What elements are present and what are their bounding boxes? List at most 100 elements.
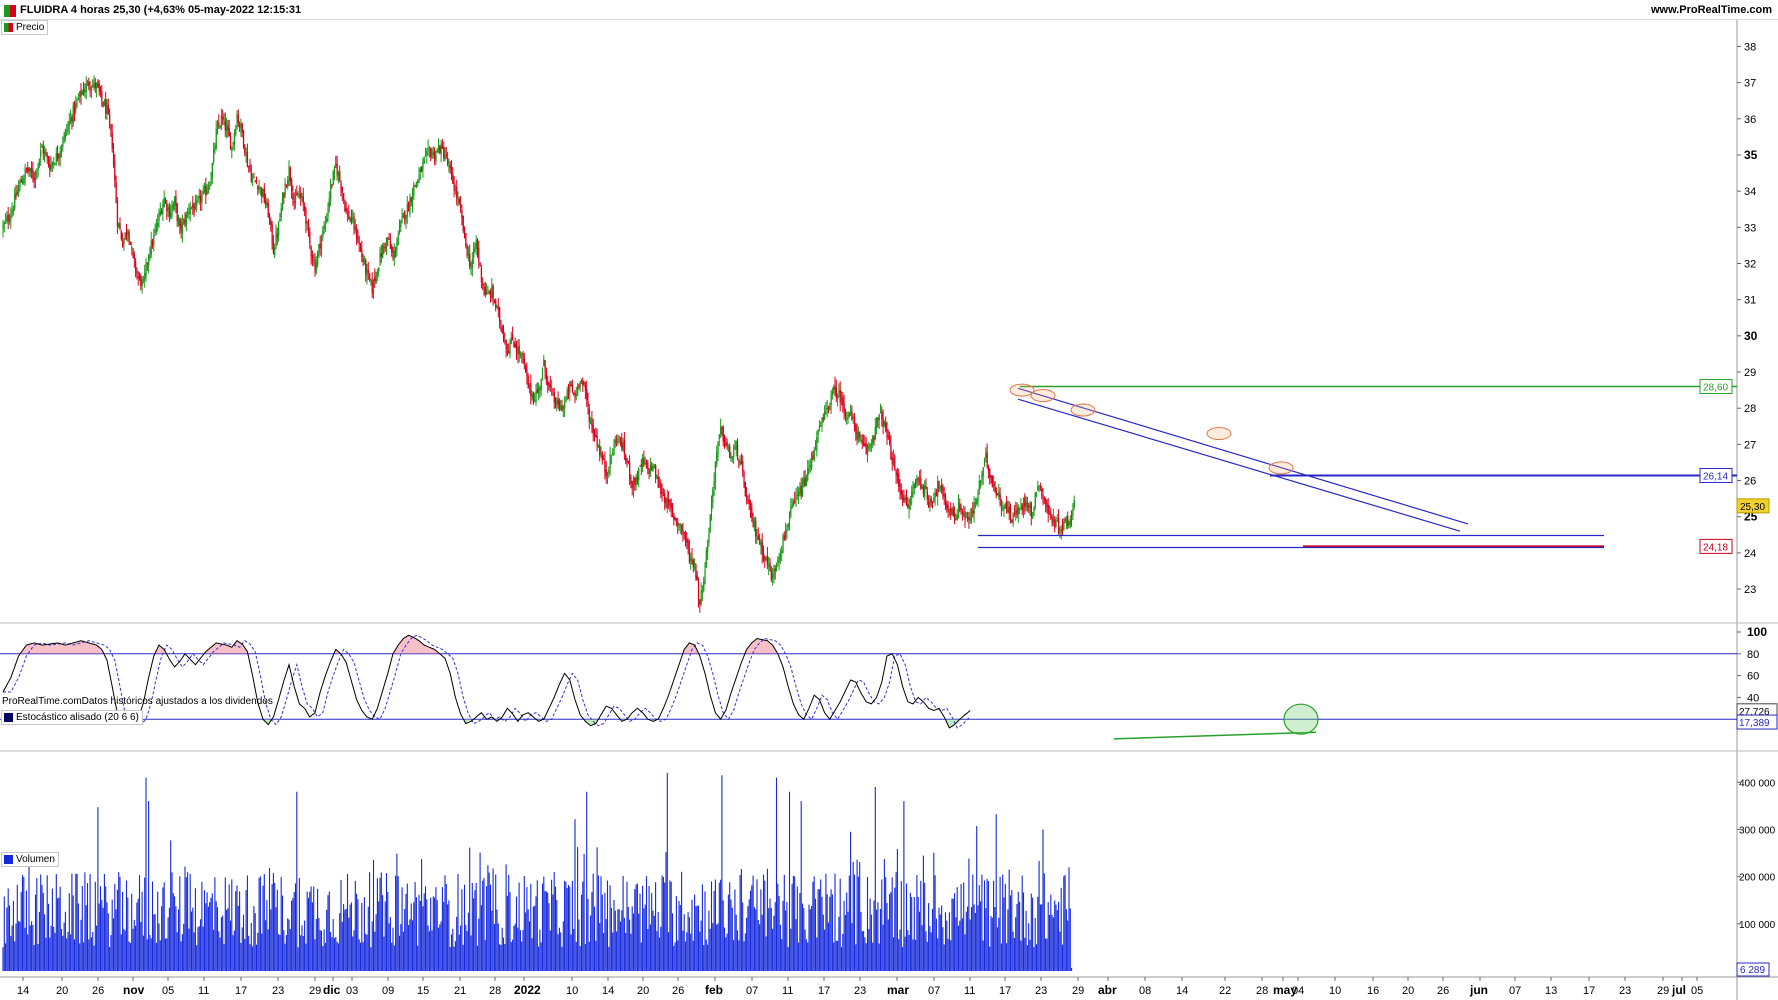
candle-body [592, 424, 594, 434]
candle-body [164, 200, 167, 202]
candle-body [350, 217, 353, 222]
candle-body [735, 441, 737, 450]
candle-body [42, 146, 44, 154]
candle-body [5, 219, 7, 221]
site-link[interactable]: www.ProRealTime.com [1650, 4, 1772, 16]
price-panel[interactable] [2, 75, 1737, 613]
candle-body [319, 243, 321, 249]
x-tick-label: 29 [1072, 985, 1084, 997]
x-tick-label: 14 [1176, 985, 1188, 997]
stochastic-panel[interactable] [0, 631, 1741, 740]
price-tick-label: 31 [1744, 295, 1756, 307]
candle-body [840, 396, 843, 405]
x-tick-label: 11 [198, 985, 209, 997]
candle-body [521, 353, 523, 355]
candle-body [860, 439, 862, 441]
candle-body [125, 231, 128, 235]
candle-body [662, 494, 665, 496]
candle-body [547, 382, 549, 386]
candle-body [339, 171, 341, 180]
candle-body [168, 206, 171, 219]
volume-panel[interactable] [2, 772, 1741, 971]
candle-body [512, 335, 514, 341]
candle-body [382, 245, 384, 258]
candle-body [252, 179, 254, 181]
candle-body [77, 98, 80, 100]
candle-body [232, 142, 234, 146]
candle-body [876, 417, 878, 428]
candle-body [1037, 486, 1039, 491]
candle-body [731, 456, 733, 459]
candle-body [578, 385, 580, 387]
candle-body [885, 422, 887, 432]
candle-body [967, 517, 969, 519]
candle-body [245, 152, 247, 156]
candle-body [71, 117, 73, 121]
candle-body [669, 500, 671, 506]
candle-body [716, 452, 718, 465]
candle-body [617, 438, 619, 443]
candle-body [597, 445, 600, 447]
candle-body [149, 253, 151, 259]
candle-body [753, 522, 756, 527]
candle-body [917, 478, 919, 481]
candle-body [548, 383, 550, 385]
candle-body [526, 369, 528, 377]
candle-body [1065, 518, 1068, 522]
candle-body [857, 432, 860, 440]
candle-body [811, 454, 813, 469]
stochastic-panel-label[interactable]: Estocástico alisado (20 6 6) [1, 710, 143, 725]
candle-body [898, 473, 900, 487]
candle-body [699, 599, 701, 604]
candle-body [378, 267, 380, 272]
candle-body [155, 224, 158, 233]
candle-body [886, 428, 888, 439]
price-tick-label: 33 [1744, 222, 1756, 234]
candle-body [1024, 496, 1026, 507]
candle-body [571, 385, 574, 393]
candle-body [220, 115, 223, 127]
candle-body [612, 453, 614, 456]
price-tick-label: 34 [1744, 186, 1756, 198]
candle-body [609, 453, 611, 469]
price-tick-label: 32 [1744, 259, 1756, 271]
candle-body [40, 149, 42, 157]
candle-body [496, 305, 498, 309]
x-tick-label: 13 [1545, 985, 1557, 997]
candle-body [1045, 499, 1047, 504]
candle-body [998, 491, 1000, 497]
x-tick-label: dic [323, 983, 341, 997]
x-tick-label: 20 [637, 985, 649, 997]
price-panel-label[interactable]: Precio [1, 20, 49, 35]
candle-body [690, 558, 692, 562]
volume-panel-label[interactable]: Volumen [1, 852, 59, 867]
candle-body [826, 408, 828, 410]
candle-body [601, 453, 603, 461]
candle-body [883, 420, 886, 425]
candle-body [371, 280, 373, 294]
candle-body [1006, 501, 1008, 513]
candle-body [146, 263, 148, 265]
candle-body [181, 222, 184, 234]
candle-body [590, 421, 592, 423]
candle-body [41, 146, 43, 148]
chart-canvas[interactable]: 2324252627282930313233343536373828,6026,… [0, 20, 1778, 1000]
candle-body [203, 186, 206, 189]
candle-body [596, 435, 598, 447]
candle-body [896, 473, 899, 477]
x-tick-label: 28 [489, 985, 501, 997]
candle-body [37, 164, 39, 171]
x-tick-label: 29 [309, 985, 321, 997]
candle-body [688, 548, 691, 563]
candle-body [658, 483, 661, 488]
candle-body [961, 511, 964, 514]
candle-body [1073, 500, 1075, 508]
candle-body [486, 292, 488, 296]
candle-body [981, 474, 983, 480]
candle-body [66, 130, 68, 132]
candle-body [1048, 511, 1051, 513]
touch-point-marker [1206, 427, 1232, 441]
candle-body [1061, 526, 1064, 529]
candle-body [23, 178, 25, 183]
candle-body [610, 455, 613, 457]
